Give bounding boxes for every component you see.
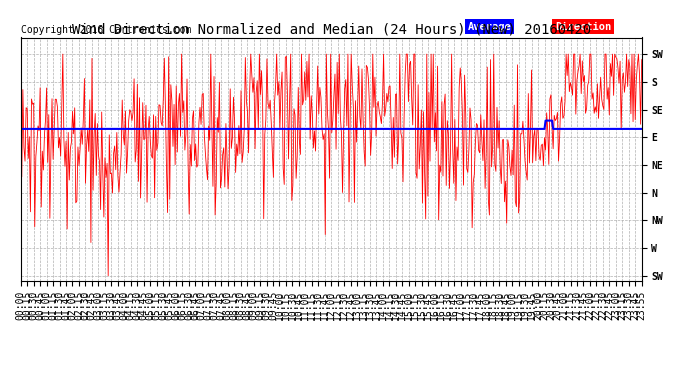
Text: Direction: Direction (555, 22, 611, 32)
Title: Wind Direction Normalized and Median (24 Hours) (New) 20160420: Wind Direction Normalized and Median (24… (72, 22, 591, 36)
Text: Average: Average (468, 22, 511, 32)
Text: Copyright 2016 Cartronics.com: Copyright 2016 Cartronics.com (21, 25, 191, 35)
